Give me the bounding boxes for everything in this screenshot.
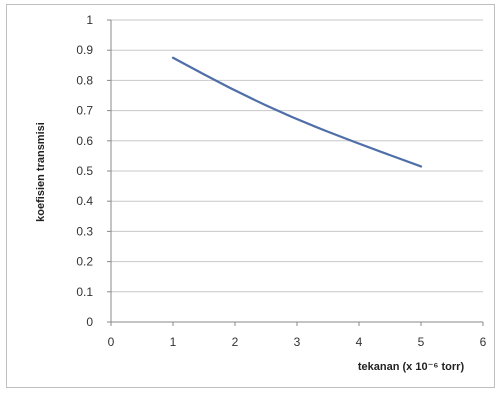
y-tick-label: 0.9 xyxy=(76,43,93,57)
series-line xyxy=(171,56,423,168)
y-tick-label: 0.7 xyxy=(76,104,93,118)
chart-frame xyxy=(6,4,495,388)
x-tick-label: 4 xyxy=(356,335,363,349)
y-tick-label: 1 xyxy=(86,13,93,27)
x-tick-label: 5 xyxy=(418,335,425,349)
y-tick-label: 0.6 xyxy=(76,134,93,148)
series-layer xyxy=(171,56,423,168)
grid-lines xyxy=(111,19,483,293)
axes xyxy=(107,19,484,326)
y-tick-label: 0.4 xyxy=(76,194,93,208)
x-tick-label: 2 xyxy=(232,335,239,349)
y-tick-label: 0 xyxy=(86,315,93,329)
y-tick-label: 0.3 xyxy=(76,224,93,238)
x-tick-label: 0 xyxy=(108,335,115,349)
tick-labels: 0 0.1 0.2 0.3 0.4 0.5 0.6 0.7 0.8 0.9 1 0 1 2 3 4 5 6 xyxy=(76,13,486,349)
x-tick-label: 3 xyxy=(294,335,301,349)
y-tick-label: 0.8 xyxy=(76,73,93,87)
x-tick-label: 1 xyxy=(170,335,177,349)
y-tick-label: 0.5 xyxy=(76,164,93,178)
y-tick-label: 0.1 xyxy=(76,285,93,299)
y-axis-title: koefisien transmisi xyxy=(35,122,47,222)
x-tick-label: 6 xyxy=(480,335,487,349)
y-tick-label: 0.2 xyxy=(76,255,93,269)
x-axis-title: tekanan (x 10⁻⁶ torr) xyxy=(358,361,465,373)
